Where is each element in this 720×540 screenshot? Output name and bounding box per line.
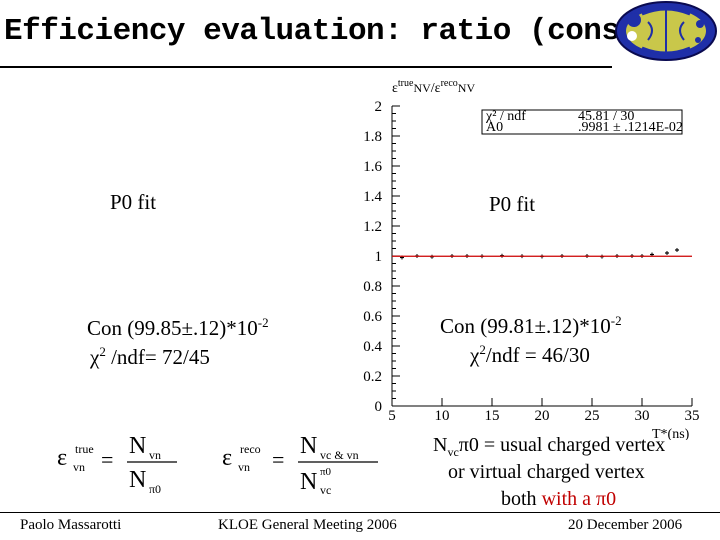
left-fit-label: P0 fit bbox=[110, 190, 157, 214]
y-tick-label: 0.4 bbox=[363, 339, 382, 355]
f2-sup: reco bbox=[240, 442, 261, 456]
definition-line2: or virtual charged vertex bbox=[448, 461, 645, 483]
left-con-value: Con (99.85±.12)*10-2 bbox=[87, 315, 269, 340]
stats-row2-label: A0 bbox=[486, 120, 503, 135]
y-tick-label: 0 bbox=[375, 399, 383, 415]
f1-epsilon: ε bbox=[57, 445, 67, 471]
y-label-slash: /ε bbox=[431, 81, 441, 96]
f1-num: N bbox=[129, 433, 146, 459]
plot-points bbox=[400, 248, 679, 260]
y-tick-label: 0.6 bbox=[363, 309, 382, 325]
x-tick-label: 10 bbox=[435, 408, 450, 424]
f2-den-sup: π0 bbox=[320, 466, 332, 478]
f1-num-sub: vn bbox=[149, 448, 161, 462]
definition-line1: Nvcπ0 = usual charged vertex bbox=[433, 434, 666, 459]
stats-box: χ² / ndf 45.81 / 30 A0 .9981 ± .1214E-02 bbox=[481, 109, 683, 135]
x-tick-label: 15 bbox=[485, 408, 500, 424]
y-tick-label: 1.4 bbox=[363, 189, 382, 205]
footer-author: Paolo Massarotti bbox=[20, 517, 122, 533]
f2-den-sub: vc bbox=[320, 483, 331, 495]
kloe-logo bbox=[615, 1, 717, 61]
f2-num: N bbox=[300, 433, 317, 459]
footer-date: 20 December 2006 bbox=[568, 517, 683, 533]
f2-sub: vn bbox=[238, 460, 250, 474]
f2-equals: = bbox=[272, 447, 284, 472]
y-tick-label: 1 bbox=[375, 249, 383, 265]
stats-row1-label: χ² / ndf bbox=[485, 109, 526, 124]
x-tick-label: 5 bbox=[388, 408, 396, 424]
stats-row2-value: .9981 ± .1214E-02 bbox=[578, 120, 683, 135]
x-tick-label: 20 bbox=[535, 408, 550, 424]
y-label-sup2: reco bbox=[441, 78, 458, 89]
y-tick-label: 1.8 bbox=[363, 129, 382, 145]
x-tick-label: 30 bbox=[635, 408, 650, 424]
x-tick-label: 25 bbox=[585, 408, 600, 424]
f1-sub: vn bbox=[73, 460, 85, 474]
plot-y-label: εtrueNV/εrecoNV bbox=[392, 78, 475, 96]
f2-epsilon: ε bbox=[222, 445, 232, 471]
right-fit-label: P0 fit bbox=[489, 192, 536, 216]
y-tick-label: 0.8 bbox=[363, 279, 382, 295]
definition-line3: both with a π0 bbox=[501, 488, 617, 510]
right-con-value: Con (99.81±.12)*10-2 bbox=[440, 313, 622, 338]
y-tick-label: 0.2 bbox=[363, 369, 382, 385]
f1-sup: true bbox=[75, 442, 94, 456]
y-label-sup1: true bbox=[398, 78, 414, 89]
formula-eps-reco: ε reco vn = N vc & vn N π0 vc bbox=[222, 433, 378, 495]
footer-meeting: KLOE General Meeting 2006 bbox=[218, 517, 397, 533]
f1-den: N bbox=[129, 467, 146, 493]
y-tick-label: 1.6 bbox=[363, 159, 382, 175]
plot-axes: 00.20.40.60.811.21.41.61.825 10 15 20 25 30 35 bbox=[363, 99, 699, 424]
x-tick-label: 35 bbox=[685, 408, 700, 424]
y-tick-label: 2 bbox=[375, 99, 383, 115]
f2-den: N bbox=[300, 469, 317, 495]
right-chi2-value: χ2/ndf = 46/30 bbox=[470, 342, 590, 367]
f1-equals: = bbox=[101, 447, 113, 472]
y-label-nv2: NV bbox=[458, 81, 476, 95]
f1-den-sub: π0 bbox=[149, 482, 161, 495]
y-label-nv1: NV bbox=[413, 81, 431, 95]
y-tick-label: 1.2 bbox=[363, 219, 382, 235]
plot-x-label: T*(ns) bbox=[652, 427, 690, 440]
title-divider bbox=[0, 66, 612, 68]
stats-row1-value: 45.81 / 30 bbox=[578, 109, 634, 124]
f2-num-sub: vc & vn bbox=[320, 448, 359, 462]
y-label-eps1: ε bbox=[392, 81, 398, 96]
footer-divider bbox=[0, 512, 720, 513]
left-chi2-value: χ2 /ndf= 72/45 bbox=[90, 344, 210, 369]
ratio-plot: εtrueNV/εrecoNV 00.20.40.60.811.21.41.61… bbox=[363, 78, 699, 440]
page-title: Efficiency evaluation: ratio (const) bbox=[4, 14, 656, 49]
formula-eps-true: ε true vn = N vn N π0 bbox=[57, 433, 177, 495]
